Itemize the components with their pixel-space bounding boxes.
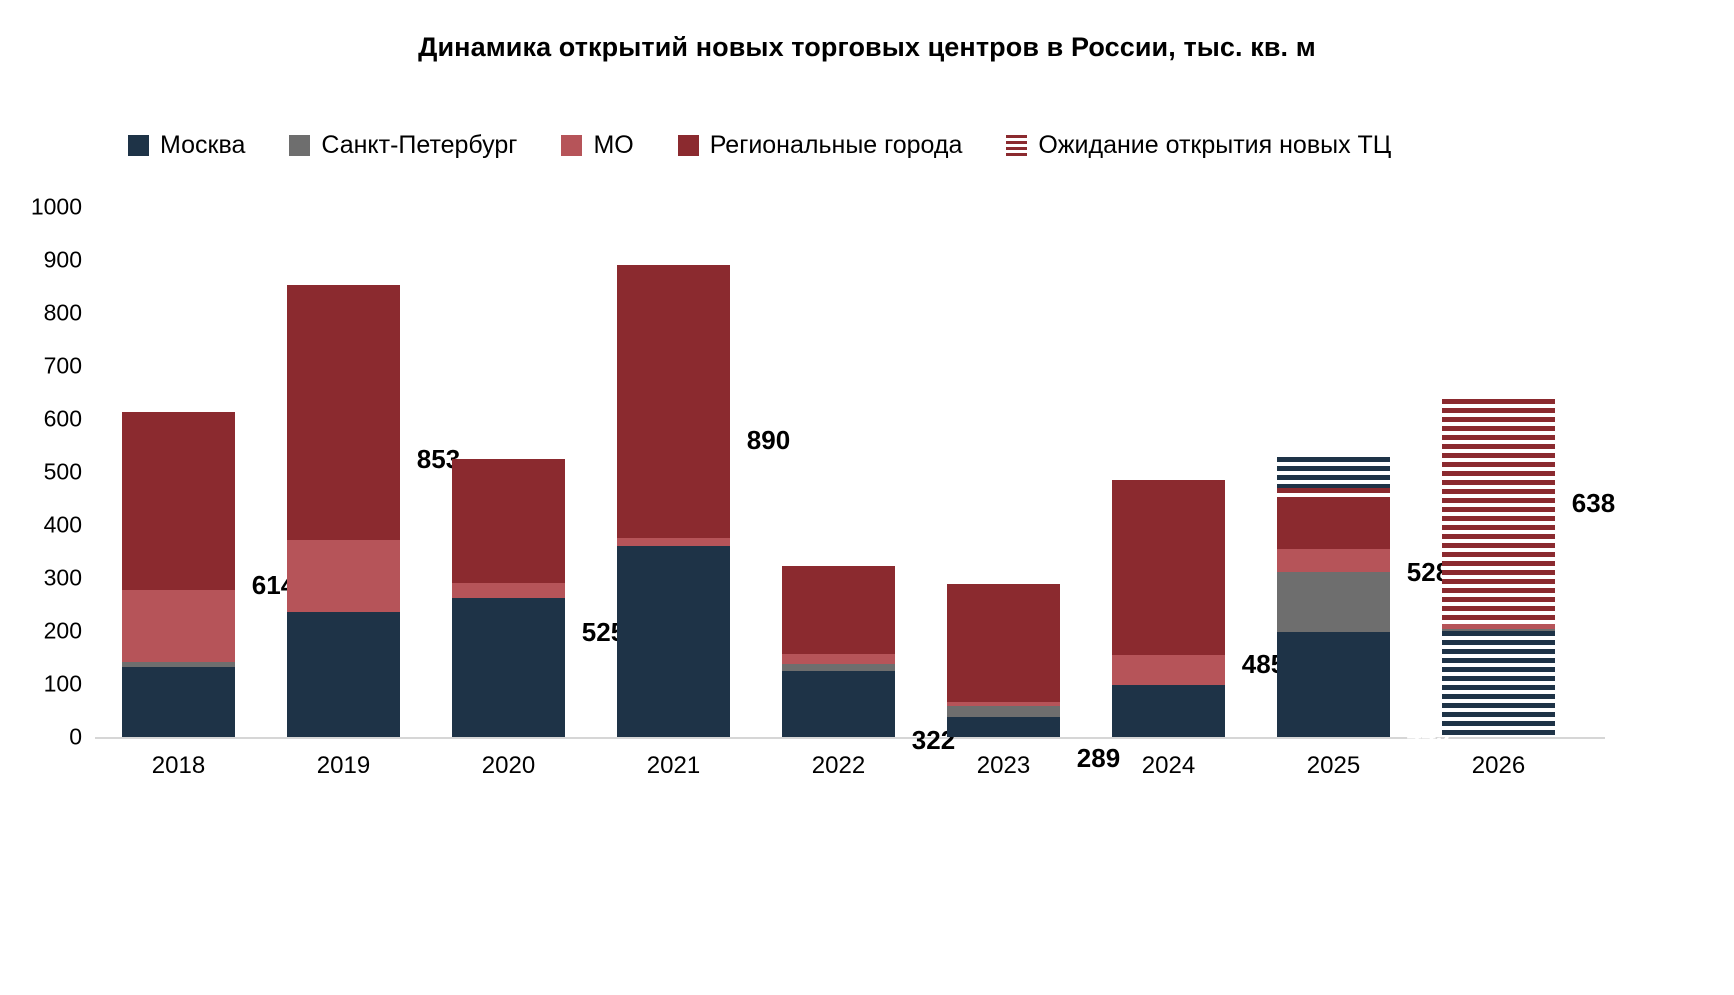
x-label-2026: 2026 (1471, 752, 1526, 779)
bar-2025-segment-spb (1277, 572, 1390, 632)
x-label-2019: 2019 (316, 752, 371, 779)
y-tick-500: 500 (43, 458, 82, 485)
bar-2019[interactable] (287, 284, 400, 737)
y-tick-700: 700 (43, 352, 82, 379)
bar-2026-segment-expected-regional (1442, 398, 1555, 624)
legend-item-regional[interactable]: Региональные города (677, 131, 963, 160)
x-label-2022: 2022 (811, 752, 866, 779)
bar-2020-segment-moscow (452, 598, 565, 737)
legend-swatch-spb-icon (289, 135, 311, 156)
y-tick-100: 100 (43, 670, 82, 697)
bar-2022-segment-moscow (782, 671, 895, 737)
bar-2019-segment-regional (287, 284, 400, 540)
legend-item-expected[interactable]: Ожидание открытия новых ТЦ (1006, 131, 1391, 160)
y-tick-1000: 1000 (30, 193, 82, 220)
bar-2025[interactable] (1277, 457, 1390, 737)
bar-2019-segment-mo (287, 539, 400, 613)
bar-2020-segment-mo (452, 583, 565, 599)
bar-2024-segment-mo (1112, 654, 1225, 685)
y-tick-200: 200 (43, 617, 82, 644)
bar-2026-total-label: 638 (1571, 488, 1616, 518)
bar-2022-segment-mo (782, 654, 895, 664)
bar-2020[interactable] (452, 458, 565, 737)
page-title: Динамика открытий новых торговых центров… (418, 32, 1316, 62)
legend-item-mo[interactable]: МО (561, 131, 634, 160)
legend-swatch-regional-icon (677, 135, 699, 156)
x-label-2021: 2021 (646, 752, 701, 779)
bar-2022[interactable] (782, 566, 895, 737)
x-axis-line (95, 737, 1605, 739)
bar-2025-segment-mo (1277, 549, 1390, 573)
bar-2018-segment-spb (122, 662, 235, 667)
y-tick-400: 400 (43, 511, 82, 538)
legend-swatch-mo-icon (561, 135, 583, 156)
x-axis: 2018 2019 2020 2021 2022 2023 2024 2025 … (95, 752, 1605, 792)
bar-2018-segment-moscow (122, 666, 235, 737)
bar-2023-total-label: 289 (1076, 743, 1121, 773)
bar-2026[interactable] (1442, 398, 1555, 737)
y-tick-900: 900 (43, 246, 82, 273)
bar-2024-segment-moscow (1112, 685, 1225, 737)
bar-2023-segment-mo (947, 702, 1060, 706)
bar-2018-segment-mo (122, 589, 235, 663)
legend-label-regional: Региональные города (709, 131, 963, 159)
legend-swatch-moscow-icon (128, 135, 149, 156)
bar-2025-segment-moscow (1277, 631, 1390, 737)
plot-area: 614 853 525 890 (95, 207, 1615, 773)
y-tick-800: 800 (43, 299, 82, 326)
x-label-2025: 2025 (1306, 752, 1361, 779)
legend-label-expected: Ожидание открытия новых ТЦ (1038, 131, 1392, 159)
bar-2023-segment-moscow (947, 717, 1060, 737)
legend-label-spb: Санкт-Петербург (321, 131, 518, 159)
y-tick-300: 300 (43, 564, 82, 591)
bar-2024[interactable] (1112, 479, 1225, 737)
legend-label-mo: МО (593, 131, 634, 159)
legend-item-spb[interactable]: Санкт-Петербург (289, 131, 517, 160)
y-tick-0: 0 (69, 723, 82, 750)
bar-2021-segment-moscow (617, 546, 730, 737)
x-label-2018: 2018 (151, 752, 206, 779)
bar-2025-segment-expected-regional (1277, 488, 1390, 500)
legend-label-moscow: Москва (160, 131, 246, 159)
bar-2023[interactable] (947, 583, 1060, 737)
bar-2026-segment-expected-spb (1442, 628, 1555, 631)
bar-2026-segment-expected-mo (1442, 623, 1555, 629)
bar-2021-segment-regional (617, 265, 730, 539)
bar-2024-segment-regional (1112, 479, 1225, 655)
bar-2025-segment-expected-moscow (1277, 457, 1390, 489)
bar-2022-segment-regional (782, 566, 895, 655)
bar-2020-segment-regional (452, 458, 565, 584)
bar-2022-segment-spb (782, 663, 895, 672)
bar-2023-segment-spb (947, 705, 1060, 718)
bar-2018[interactable] (122, 411, 235, 737)
chart-legend: Москва Санкт-Петербург МО Региональные г… (128, 131, 1391, 160)
bar-2026-segment-expected-moscow (1442, 631, 1555, 737)
bar-2019-segment-moscow (287, 612, 400, 737)
bar-2018-segment-regional (122, 411, 235, 590)
y-tick-600: 600 (43, 405, 82, 432)
bar-2023-segment-regional (947, 583, 1060, 703)
bar-2025-segment-regional (1277, 499, 1390, 550)
x-label-2024: 2024 (1141, 752, 1196, 779)
legend-swatch-expected-striped-icon (1006, 135, 1028, 156)
bar-2021[interactable] (617, 265, 730, 737)
x-label-2023: 2023 (976, 752, 1031, 779)
bar-2021-segment-mo (617, 538, 730, 547)
bar-2021-total-label: 890 (746, 425, 791, 455)
x-label-2020: 2020 (481, 752, 536, 779)
legend-item-moscow[interactable]: Москва (128, 131, 245, 160)
